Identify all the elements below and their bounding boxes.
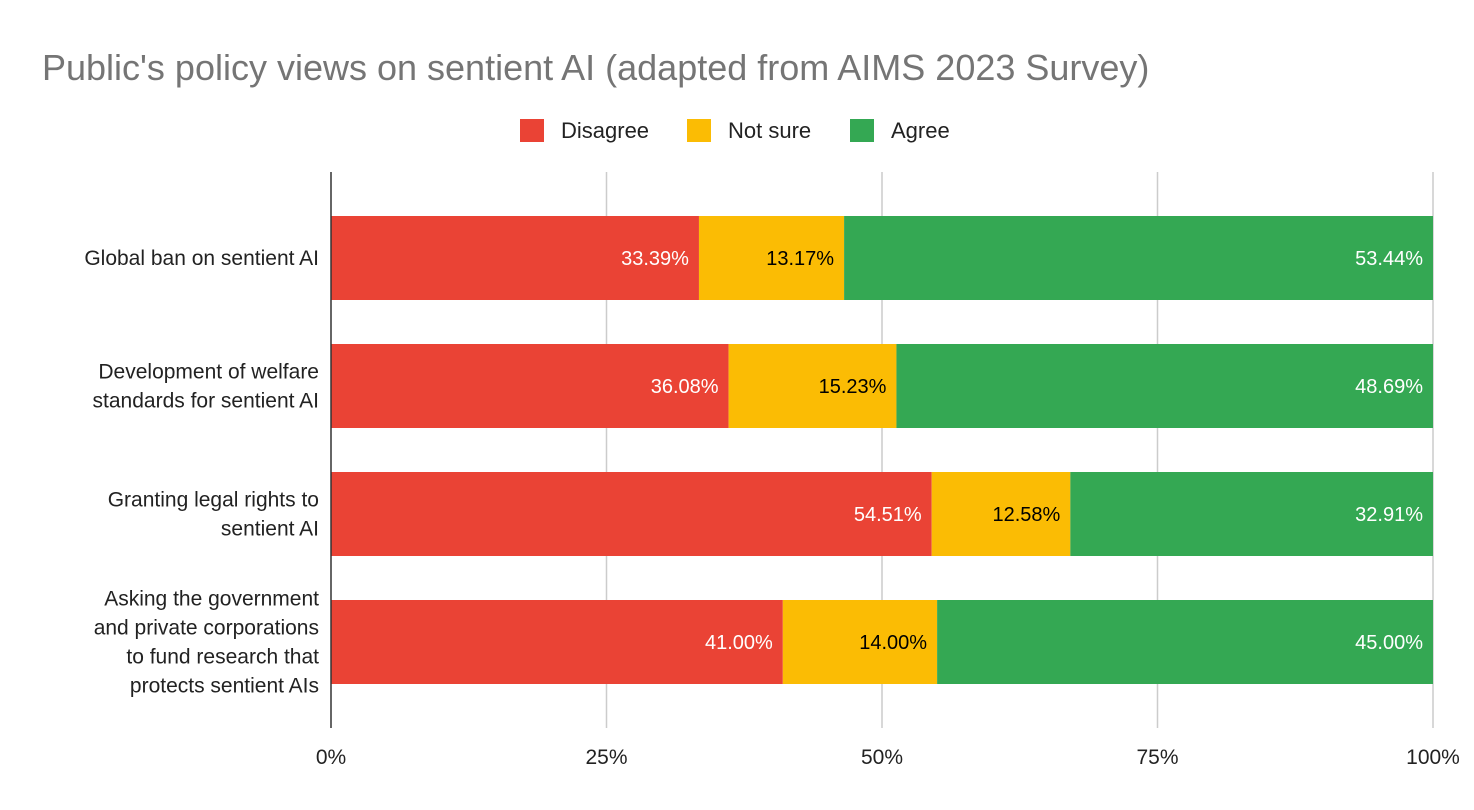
x-axis-ticks: 0% 25% 50% 75% 100% bbox=[316, 746, 1460, 769]
legend-label-disagree: Disagree bbox=[561, 118, 649, 143]
x-tick-label-100: 100% bbox=[1406, 746, 1460, 769]
category-label-2: Development of welfare standards for sent… bbox=[93, 361, 319, 413]
data-label-disagree-1: 33.39% bbox=[621, 248, 689, 270]
data-label-disagree-4: 41.00% bbox=[705, 632, 773, 654]
category-label-line: protects sentient AIs bbox=[130, 675, 319, 698]
bar-not-sure-1 bbox=[698, 216, 845, 300]
x-tick-label-25: 25% bbox=[585, 746, 627, 769]
bar-not-sure-4 bbox=[782, 600, 938, 684]
bar-agree-3 bbox=[1070, 472, 1433, 556]
bar-not-sure-2 bbox=[728, 344, 897, 428]
category-labels: Global ban on sentient AI Development of … bbox=[84, 247, 319, 698]
category-label-line: to fund research that bbox=[126, 646, 319, 669]
chart-title: Public's policy views on sentient AI (ad… bbox=[42, 47, 1149, 88]
category-label-line: standards for sentient AI bbox=[93, 390, 319, 413]
bar-disagree-3 bbox=[331, 472, 932, 556]
data-label-disagree-3: 54.51% bbox=[854, 504, 922, 526]
bar-disagree-1 bbox=[331, 216, 699, 300]
x-tick-label-50: 50% bbox=[861, 746, 903, 769]
category-label-1: Global ban on sentient AI bbox=[84, 247, 319, 270]
data-label-not-sure-1: 13.17% bbox=[766, 248, 834, 270]
bar-agree-1 bbox=[844, 216, 1433, 300]
data-label-agree-2: 48.69% bbox=[1355, 376, 1423, 398]
legend: Disagree Not sure Agree bbox=[520, 118, 950, 143]
data-label-not-sure-4: 14.00% bbox=[859, 632, 927, 654]
category-label-line: Development of welfare bbox=[98, 361, 319, 384]
category-label-line: Global ban on sentient AI bbox=[84, 247, 319, 270]
legend-label-not-sure: Not sure bbox=[728, 118, 811, 143]
data-label-agree-4: 45.00% bbox=[1355, 632, 1423, 654]
category-label-4: Asking the government and private corpora… bbox=[94, 588, 319, 698]
legend-swatch-disagree bbox=[520, 119, 544, 142]
data-label-not-sure-2: 15.23% bbox=[819, 376, 887, 398]
data-label-agree-3: 32.91% bbox=[1355, 504, 1423, 526]
x-tick-label-0: 0% bbox=[316, 746, 346, 769]
bar-agree-4 bbox=[937, 600, 1433, 684]
category-label-line: sentient AI bbox=[221, 518, 319, 541]
bars: 33.39% 13.17% 53.44% 36.08% 15.23% 48.69% 54.5… bbox=[331, 216, 1433, 684]
bar-disagree-4 bbox=[331, 600, 783, 684]
data-label-not-sure-3: 12.58% bbox=[992, 504, 1060, 526]
category-label-line: Asking the government bbox=[104, 588, 319, 611]
category-label-line: and private corporations bbox=[94, 617, 319, 640]
bar-not-sure-3 bbox=[931, 472, 1071, 556]
legend-swatch-not-sure bbox=[687, 119, 711, 142]
category-label-3: Granting legal rights to sentient AI bbox=[108, 489, 319, 541]
bar-disagree-2 bbox=[331, 344, 729, 428]
category-label-line: Granting legal rights to bbox=[108, 489, 319, 512]
data-label-disagree-2: 36.08% bbox=[651, 376, 719, 398]
x-tick-label-75: 75% bbox=[1136, 746, 1178, 769]
legend-swatch-agree bbox=[850, 119, 874, 142]
data-label-agree-1: 53.44% bbox=[1355, 248, 1423, 270]
legend-label-agree: Agree bbox=[891, 118, 950, 143]
bar-agree-2 bbox=[896, 344, 1433, 428]
